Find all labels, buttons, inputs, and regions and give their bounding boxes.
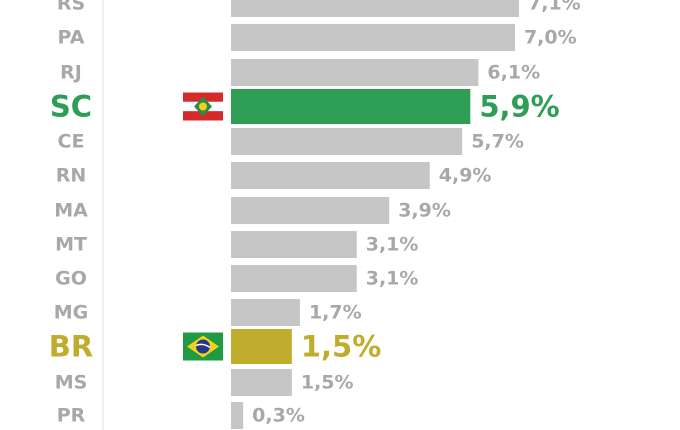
category-label-pa: PA (58, 27, 85, 49)
bar-rj (231, 59, 479, 86)
value-label-ms: 1,5% (301, 372, 354, 394)
santa-catarina-flag-icon (183, 92, 223, 121)
bar-br (231, 329, 292, 364)
value-label-ce: 5,7% (471, 131, 524, 153)
category-label-mg: MG (54, 302, 89, 324)
value-label-pa: 7,0% (524, 27, 577, 49)
category-label-ma: MA (54, 200, 88, 222)
bar-sc (231, 89, 471, 124)
value-label-rs: 7,1% (528, 0, 581, 15)
value-label-mg: 1,7% (309, 302, 362, 324)
category-label-ce: CE (58, 131, 85, 153)
bar-ce (231, 128, 463, 155)
category-label-rs: RS (57, 0, 85, 15)
category-label-pr: PR (57, 405, 86, 427)
value-label-sc: 5,9% (479, 90, 559, 124)
category-label-rn: RN (56, 165, 87, 187)
value-label-go: 3,1% (366, 268, 419, 290)
brazil-flag-icon (183, 332, 223, 361)
bar-ms (231, 369, 292, 396)
value-label-ma: 3,9% (398, 200, 451, 222)
category-label-ms: MS (55, 372, 88, 394)
bar-rs (231, 0, 519, 17)
bar-pr (231, 402, 244, 429)
category-label-mt: MT (55, 234, 87, 256)
value-label-mt: 3,1% (366, 234, 419, 256)
bar-go (231, 265, 357, 292)
bar-ma (231, 197, 390, 224)
value-label-pr: 0,3% (252, 405, 305, 427)
bar-rn (231, 162, 430, 189)
value-label-rn: 4,9% (439, 165, 492, 187)
bar-mg (231, 299, 300, 326)
category-label-go: GO (55, 268, 87, 290)
value-label-br: 1,5% (301, 330, 381, 364)
category-label-sc: SC (50, 90, 92, 124)
bar-mt (231, 231, 357, 258)
category-label-rj: RJ (60, 62, 82, 84)
category-label-br: BR (49, 330, 93, 364)
value-label-rj: 6,1% (487, 62, 540, 84)
bar-pa (231, 24, 515, 51)
